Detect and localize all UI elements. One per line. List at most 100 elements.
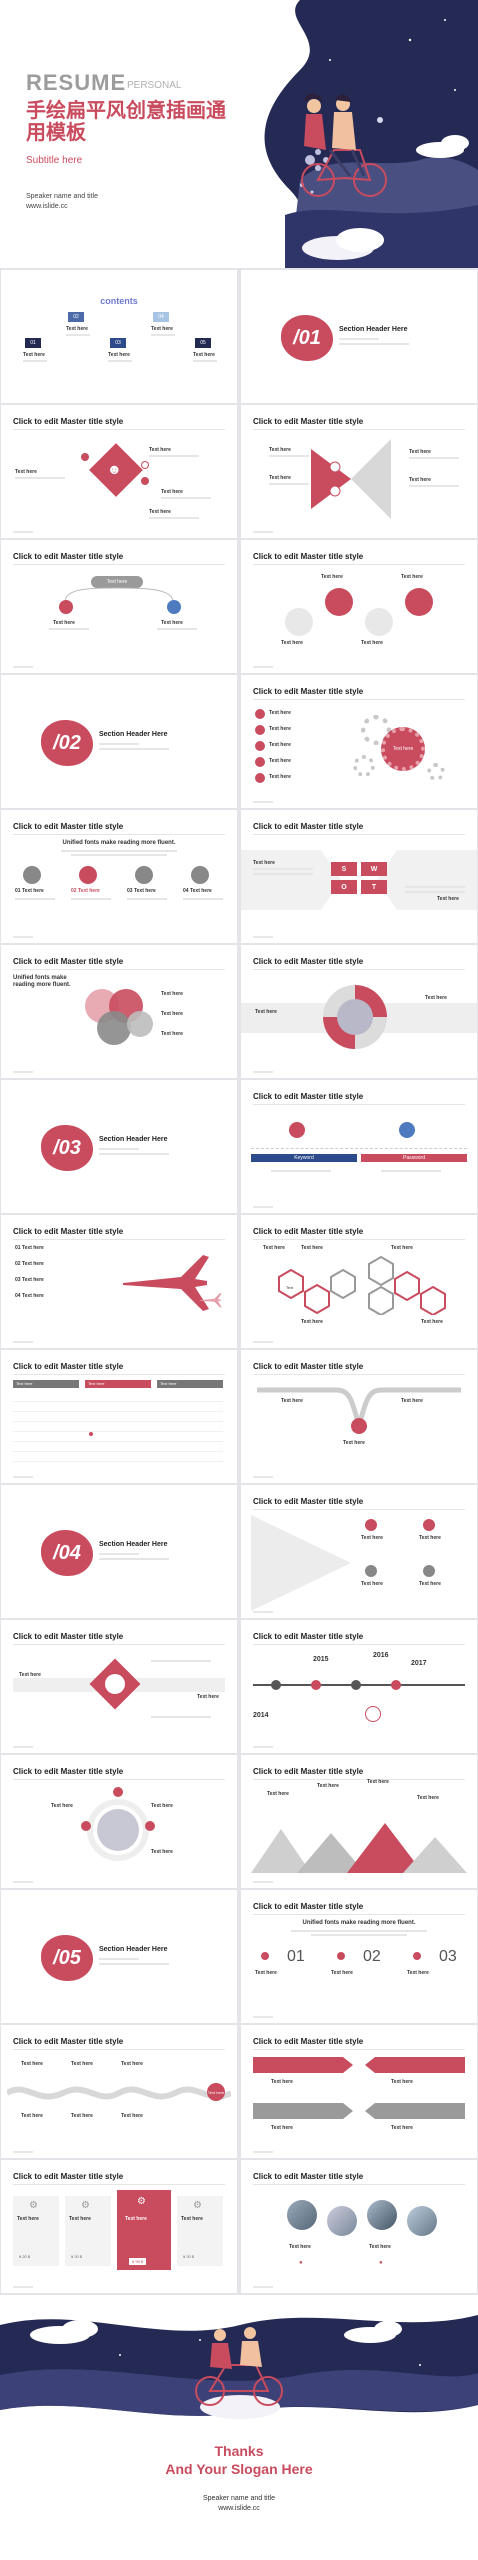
number-03: 03 <box>439 1948 457 1965</box>
gear-icon: ⚙ <box>29 2200 38 2211</box>
gear-tiny-icon <box>427 763 445 781</box>
slide-venn[interactable]: Click to edit Master title style Unified… <box>1 945 237 1078</box>
arrows-label-2: Text here <box>269 475 291 481</box>
list-dot-4 <box>255 757 265 767</box>
user-icon <box>141 477 149 485</box>
section-header-03: Section Header Here <box>99 1136 168 1143</box>
photo-label-right: Text here <box>425 995 447 1001</box>
slide-keyword-password[interactable]: Click to edit Master title style Keyword… <box>241 1080 477 1213</box>
dollar-icon <box>141 461 149 469</box>
slide-ring-photo[interactable]: Click to edit Master title style Text he… <box>1 1755 237 1888</box>
number-01: 01 <box>287 1948 305 1965</box>
slide-brush[interactable]: Click to edit Master title style Text he… <box>1 1620 237 1753</box>
master-title: Click to edit Master title style <box>253 1767 364 1776</box>
slide-triangle[interactable]: Click to edit Master title style Text he… <box>241 1485 477 1618</box>
slide-contents[interactable]: contents 01 02 03 04 05 Text here Text h… <box>1 270 237 403</box>
ribbon-label-4: Text here <box>391 2125 413 2131</box>
branch-node-right <box>167 600 181 614</box>
icons-label-4: Text here <box>361 640 383 646</box>
master-title: Click to edit Master title style <box>13 2172 124 2181</box>
cover-resume: RESUME <box>26 70 127 95</box>
hex-label-2: Text here <box>301 1245 323 1251</box>
cover-subtitle: Subtitle here <box>26 155 83 166</box>
master-title: Click to edit Master title style <box>253 2172 364 2181</box>
branch-node-left <box>59 600 73 614</box>
slide-photo-circle[interactable]: Click to edit Master title style Text he… <box>241 945 477 1078</box>
price-card-3[interactable] <box>117 2190 171 2270</box>
slide-diamond[interactable]: Click to edit Master title style ☻ Text … <box>1 405 237 538</box>
wave-label-1: Text here <box>21 2061 43 2067</box>
slide-section-05[interactable]: /05 Section Header Here <box>1 1890 237 2023</box>
hex-label-1: Text here <box>263 1245 285 1251</box>
master-title: Click to edit Master title style <box>253 1632 364 1641</box>
slide-section-01[interactable]: /01 Section Header Here <box>241 270 477 403</box>
contents-title: contents <box>100 296 138 306</box>
mountain-chart <box>251 1823 467 1873</box>
section-header-04: Section Header Here <box>99 1541 168 1548</box>
number-label-3: Text here <box>407 1970 429 1976</box>
slide-section-02[interactable]: /02 Section Header Here <box>1 675 237 808</box>
wave-label-2: Text here <box>71 2061 93 2067</box>
ribbon-4 <box>365 2103 465 2119</box>
slide-icon-circles[interactable]: Click to edit Master title style Text he… <box>241 540 477 673</box>
chat-icon <box>191 866 209 884</box>
hex-label-3: Text here <box>391 1245 413 1251</box>
slide-ribbons[interactable]: Click to edit Master title style Text he… <box>241 2025 477 2158</box>
slide-photos[interactable]: Click to edit Master title style Text he… <box>241 2160 477 2293</box>
slide-hexagons[interactable]: Click to edit Master title style Text Te… <box>241 1215 477 1348</box>
table-check <box>89 1432 93 1436</box>
master-title: Click to edit Master title style <box>253 2037 364 2046</box>
ring-label-2: Text here <box>151 1803 173 1809</box>
slide-branch[interactable]: Click to edit Master title style Text he… <box>1 540 237 673</box>
number-icon-3 <box>413 1952 421 1960</box>
slide-wave-steps[interactable]: Click to edit Master title style Text he… <box>1 2025 237 2158</box>
year-2017: 2017 <box>411 1660 427 1667</box>
timeline-dot-4 <box>391 1680 401 1690</box>
keyword-tab[interactable]: Keyword <box>251 1154 357 1162</box>
slide-timeline[interactable]: Click to edit Master title style 2014 20… <box>241 1620 477 1753</box>
tri-label-3: Text here <box>361 1581 383 1587</box>
price-label-4: Text here <box>181 2216 203 2222</box>
section-header-02: Section Header Here <box>99 731 168 738</box>
contents-num-4: 04 <box>153 312 169 322</box>
slide-pricing[interactable]: Click to edit Master title style ⚙ ⚙ ⚙ ⚙… <box>1 2160 237 2293</box>
gear-item-4: Text here <box>269 758 291 764</box>
table-head-2: Text here <box>85 1380 151 1388</box>
ribbon-label-3: Text here <box>271 2125 293 2131</box>
brush-label-2: Text here <box>197 1694 219 1700</box>
list-item-1: 01 Text here <box>15 888 44 894</box>
price-card-2[interactable] <box>65 2196 111 2266</box>
slide-plane[interactable]: Click to edit Master title style 01 Text… <box>1 1215 237 1348</box>
photo-label-1: Text here <box>289 2244 311 2250</box>
slide-numbers[interactable]: Click to edit Master title style Unified… <box>241 1890 477 2023</box>
slide-curve[interactable]: Click to edit Master title style Text he… <box>241 1350 477 1483</box>
gear-item-2: Text here <box>269 726 291 732</box>
price-card-1[interactable] <box>13 2196 59 2266</box>
master-title: Click to edit Master title style <box>13 1632 124 1641</box>
ribbon-3 <box>253 2103 353 2119</box>
hex-text: Text <box>286 1285 294 1290</box>
slide-swot[interactable]: Click to edit Master title style S W O T… <box>241 810 477 943</box>
slide-four-icons[interactable]: Click to edit Master title style Unified… <box>1 810 237 943</box>
slide-table[interactable]: Click to edit Master title style Text he… <box>1 1350 237 1483</box>
slide-section-03[interactable]: /03 Section Header Here <box>1 1080 237 1213</box>
slide-arrows[interactable]: Click to edit Master title style Text he… <box>241 405 477 538</box>
slide-mountains[interactable]: Click to edit Master title style Text he… <box>241 1755 477 1888</box>
master-title: Click to edit Master title style <box>13 1767 124 1776</box>
price-label-2: Text here <box>69 2216 91 2222</box>
mount-label-4: Text here <box>417 1795 439 1801</box>
section-number-04: /04 <box>41 1530 93 1576</box>
price-card-4[interactable] <box>177 2196 223 2266</box>
photo-3 <box>367 2200 397 2230</box>
swot-w: W <box>361 862 387 876</box>
tools-icon <box>285 608 313 636</box>
diamond-label-right: Text here <box>161 489 183 495</box>
cover-slide[interactable]: RESUME PERSONAL 手绘扁平风创意插画通 用模板 Subtitle … <box>0 0 478 268</box>
slide-section-04[interactable]: /04 Section Header Here <box>1 1485 237 1618</box>
plane-item-3: 03 Text here <box>15 1277 44 1283</box>
slide-gears[interactable]: Click to edit Master title style Text he… <box>241 675 477 808</box>
end-slide[interactable]: Thanks And Your Slogan Here Speaker name… <box>0 2295 478 2560</box>
password-tab[interactable]: Password <box>361 1154 467 1162</box>
timeline-marker <box>365 1706 381 1722</box>
section-header-05: Section Header Here <box>99 1946 168 1953</box>
